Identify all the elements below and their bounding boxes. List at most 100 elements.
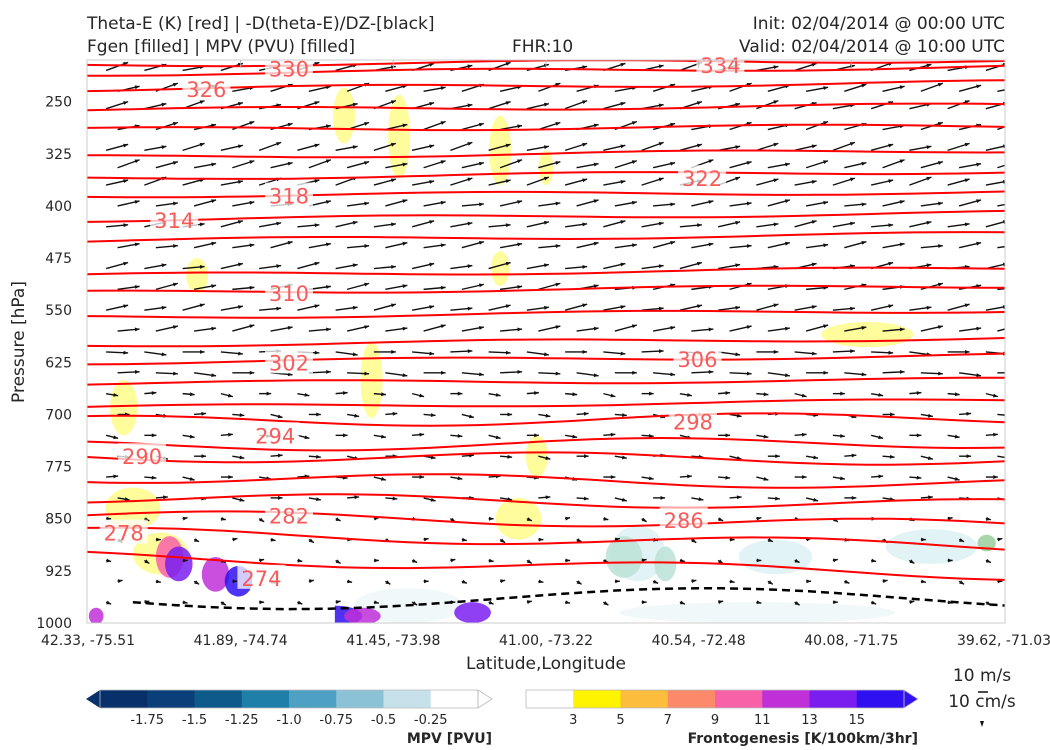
contour-label-bg: [264, 55, 313, 80]
wind-reference: 10 m/s 10 cm/s: [948, 666, 1016, 727]
theta-e-contour: [87, 149, 1005, 159]
wind-vector-head: [172, 122, 178, 126]
wind-vector-head: [352, 220, 358, 225]
contour-label: 274: [241, 567, 281, 591]
wind-vector-head: [861, 202, 867, 207]
theta-e-contour: [87, 190, 1005, 199]
wind-vector-head: [660, 495, 666, 500]
frontogenesis-maximum: [88, 607, 104, 623]
wind-vector-head: [889, 412, 895, 417]
wind-vector-head: [461, 579, 467, 584]
wind-vector-head: [899, 200, 905, 204]
wind-vector-head: [134, 200, 140, 204]
wind-vector-head: [878, 392, 884, 397]
wind-vector-head: [976, 241, 982, 246]
wind-vector-head: [938, 201, 943, 206]
wind-vector-head: [220, 516, 226, 521]
wind-vector-head: [1002, 144, 1005, 149]
wind-vector-head: [572, 392, 578, 397]
wind-vector-head: [220, 601, 226, 606]
wind-vector-head: [698, 497, 704, 502]
wind-vector-head: [794, 558, 800, 563]
wind-vector-head: [237, 262, 243, 267]
wind-vector-head: [314, 304, 320, 309]
wind-vector-head: [603, 516, 609, 521]
wind-vector-head: [784, 199, 790, 204]
wind-vector: [997, 125, 1005, 131]
wind-vector-head: [965, 349, 970, 354]
wind-vector-head: [670, 372, 676, 377]
wind-vector-head: [593, 123, 599, 128]
wind-vector-head: [538, 537, 544, 542]
wind-vector-head: [440, 285, 446, 290]
wind-vector-head: [785, 373, 790, 378]
wind-vector-head: [802, 475, 807, 479]
wind-vector-head: [352, 263, 358, 268]
wind-vector-head: [468, 414, 474, 419]
wind-vector-head: [583, 454, 589, 459]
wind-vector-head: [479, 202, 484, 207]
wind-vector-head: [314, 179, 320, 184]
wind-vector-head: [658, 64, 664, 69]
wind-vector-head: [440, 200, 446, 205]
wind-vector-head: [687, 392, 692, 397]
wind-vector-head: [784, 241, 790, 246]
wind-vector-head: [201, 454, 207, 459]
wind-vector-head: [364, 201, 370, 206]
wind-vector-head: [124, 497, 130, 502]
wind-vector-head: [467, 177, 473, 182]
wind-vector-head: [927, 456, 933, 460]
wind-vector-head: [543, 176, 549, 181]
wind-vector-head: [1014, 324, 1019, 328]
wind-vector-head: [811, 62, 817, 67]
theta-e-contour: [87, 376, 1005, 386]
wind-vector-head: [467, 264, 473, 269]
wind-vector-head: [621, 455, 627, 460]
wind-vector-head: [871, 600, 877, 605]
colorbar-tick-label: 13: [801, 713, 818, 728]
wind-vector-head: [211, 241, 217, 246]
wind-vector-head: [534, 391, 539, 395]
theta-e-contour: [87, 451, 1005, 466]
wind-vector-head: [232, 537, 238, 542]
wind-vector-head: [354, 413, 360, 418]
wind-vector-head: [976, 373, 982, 378]
wind-vector-head: [1002, 262, 1005, 267]
wind-vector-head: [735, 102, 741, 107]
theta-e-contour: [87, 550, 1005, 581]
wind-vector-head: [708, 370, 714, 374]
wind-vector-head: [287, 325, 293, 330]
wind-vector-head: [593, 162, 599, 167]
wind-vector-head: [926, 176, 932, 181]
wind-vector-head: [239, 413, 245, 418]
wind-vector-head: [735, 145, 741, 150]
wind-vector-head: [794, 601, 800, 606]
wind-vector-head: [725, 391, 731, 395]
wind-vector-head: [249, 324, 255, 329]
contour-label: 286: [664, 509, 704, 533]
wind-vector-head: [374, 558, 379, 563]
wind-vector-head: [266, 391, 272, 396]
wind-reference-w: 10 cm/s: [948, 692, 1016, 712]
wind-vector-head: [326, 285, 331, 289]
wind-vector-head: [861, 372, 867, 377]
colorbar-tick-label: 9: [711, 713, 719, 728]
colorbar-tick-label: -1.75: [130, 713, 164, 728]
wind-vector-head: [335, 559, 341, 564]
wind-vector-head: [756, 558, 762, 563]
wind-vector-head: [156, 537, 161, 542]
wind-vector-head: [364, 122, 370, 126]
wind-vector-head: [976, 162, 982, 167]
wind-vector-head: [113, 474, 119, 479]
wind-vector-head: [708, 327, 714, 332]
colorbar-swatch: [430, 690, 479, 708]
wind-vector-head: [237, 101, 243, 106]
wind-vector-head: [861, 161, 867, 166]
contour-label-bg: [668, 408, 717, 433]
colorbar-swatch: [194, 690, 243, 708]
wind-vector-head: [507, 497, 513, 502]
wind-vector-head: [849, 221, 855, 226]
wind-vector-head: [402, 284, 408, 289]
x-axis-label: Latitude,Longitude: [466, 654, 626, 674]
wind-vector-head: [1014, 201, 1019, 205]
